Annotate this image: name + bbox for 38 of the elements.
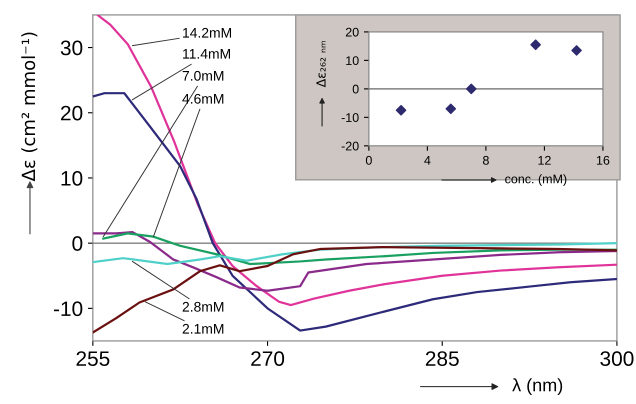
- line-series: [92, 246, 617, 334]
- x-tick-label: 300: [600, 351, 634, 366]
- annotation: 2.1mM: [182, 324, 224, 334]
- point: [571, 45, 582, 56]
- y-tick-label: 30: [60, 40, 82, 56]
- annotation: 7.0mM: [182, 70, 224, 81]
- x-tick-label: 255: [76, 351, 110, 366]
- y-tick-label: -20: [342, 142, 359, 150]
- x-tick-label: 12: [538, 156, 551, 165]
- x-tick-label: 8: [482, 156, 489, 165]
- point: [530, 39, 541, 50]
- x-axis-title: conc. (mM): [505, 174, 566, 186]
- x-tick-label: 16: [596, 156, 610, 165]
- line-series: [102, 232, 617, 266]
- y-tick-label: 10: [62, 170, 82, 186]
- x-tick-label: 285: [426, 351, 459, 366]
- y-tick-label: 0: [352, 84, 359, 94]
- annotation: 2.8mM: [182, 302, 224, 312]
- line-series: [92, 92, 617, 332]
- x-tick-label: 4: [424, 156, 430, 165]
- x-axis-title: λ (nm): [512, 378, 562, 396]
- annotation: 14.2mM: [183, 28, 232, 38]
- line-series: [92, 242, 617, 266]
- y-axis-title: Δε₂₆₂ ₙₘ: [316, 41, 326, 88]
- x-tick-label: 0: [366, 156, 372, 165]
- y-tick-label: -10: [342, 113, 359, 122]
- line-series: [92, 230, 617, 292]
- x-tick-label: 270: [251, 351, 284, 366]
- y-tick-label: 20: [346, 28, 359, 37]
- y-tick-label: -10: [54, 301, 82, 316]
- y-tick-label: 0: [72, 236, 82, 251]
- y-axis-title: Δε (cm² mmol⁻¹): [21, 32, 38, 182]
- point: [396, 104, 406, 116]
- annotation: 11.4mM: [183, 49, 230, 59]
- y-tick-label: 10: [346, 56, 359, 66]
- point: [445, 104, 456, 114]
- y-tick-label: 20: [61, 106, 82, 121]
- point: [466, 84, 477, 94]
